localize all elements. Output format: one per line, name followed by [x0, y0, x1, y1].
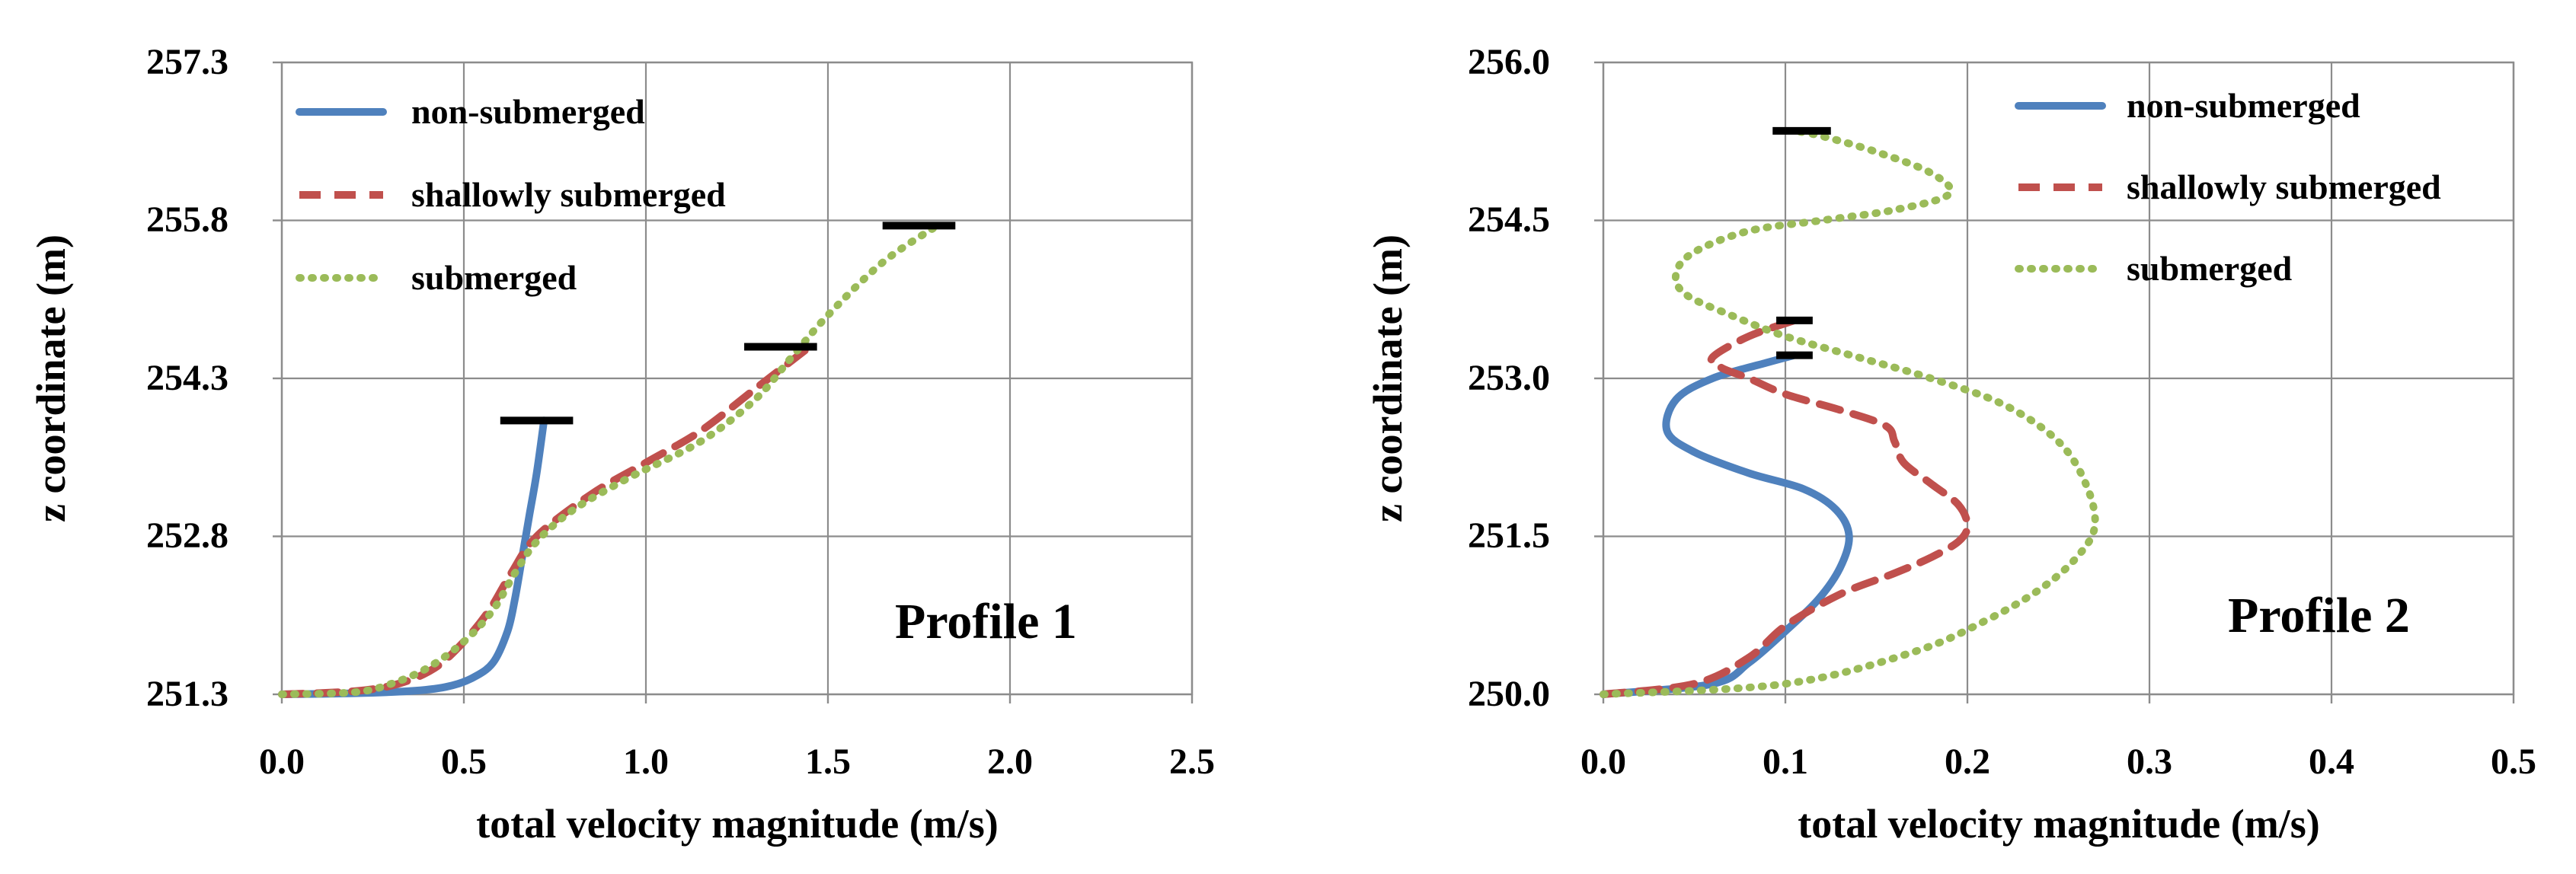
- left-xtick-label: 0.5: [441, 742, 487, 782]
- legend-label-submerged: submerged: [411, 258, 577, 297]
- right-series-line-submerged: [1600, 126, 2099, 698]
- right-ytick-label: 254.5: [1468, 199, 1550, 240]
- left-ytick-label: 252.8: [146, 515, 229, 556]
- right-profile-label: Profile 2: [2228, 588, 2410, 643]
- legend-label-non-submerged: non-submerged: [411, 92, 645, 131]
- left-legend: non-submerged shallowly submerged submer…: [296, 92, 726, 297]
- right-xtick-label: 0.2: [1945, 742, 1990, 782]
- left-xtick-label: 2.5: [1169, 742, 1215, 782]
- right-xtick-label: 0.3: [2127, 742, 2172, 782]
- left-series-line-submerged: [278, 222, 941, 698]
- left-ytick-label: 254.3: [146, 358, 229, 398]
- right-series-line-non-submerged: [1600, 351, 1853, 698]
- right-y-axis-title: z coordinate (m): [1365, 234, 1411, 522]
- left-ytick-label: 251.3: [146, 674, 229, 714]
- chart-left: 251.3 252.8 254.3 255.8 257.3 0.0 0.5 1.…: [28, 42, 1215, 847]
- left-ytick-label: 255.8: [146, 199, 229, 240]
- legend-label-shallowly-submerged: shallowly submerged: [2127, 167, 2441, 206]
- left-xtick-label: 0.0: [259, 742, 305, 782]
- left-y-axis-title: z coordinate (m): [28, 234, 74, 522]
- right-x-axis-title: total velocity magnitude (m/s): [1798, 801, 2319, 847]
- left-x-axis-title: total velocity magnitude (m/s): [476, 801, 998, 847]
- right-xtick-label: 0.4: [2309, 742, 2354, 782]
- right-tick-marks: [1594, 61, 2515, 703]
- right-series-line-shallowly-submerged: [1600, 316, 1971, 698]
- right-ytick-label: 256.0: [1468, 42, 1550, 82]
- left-ytick-label: 257.3: [146, 42, 229, 82]
- chart-right: 250.0 251.5 253.0 254.5 256.0 0.0 0.1 0.…: [1365, 42, 2536, 847]
- left-surface-markers: [500, 222, 956, 425]
- right-xtick-label: 0.5: [2491, 742, 2536, 782]
- legend-label-submerged: submerged: [2127, 249, 2293, 288]
- legend-label-non-submerged: non-submerged: [2127, 86, 2360, 125]
- right-ytick-label: 251.5: [1468, 515, 1550, 556]
- right-xtick-label: 0.1: [1763, 742, 1808, 782]
- left-profile-label: Profile 1: [895, 594, 1077, 649]
- left-xtick-label: 2.0: [987, 742, 1033, 782]
- left-series-line-non-submerged: [278, 416, 548, 698]
- right-ytick-label: 250.0: [1468, 674, 1550, 714]
- right-ytick-label: 253.0: [1468, 358, 1550, 398]
- right-series-group: [1600, 126, 2099, 698]
- left-xtick-label: 1.0: [623, 742, 669, 782]
- legend-label-shallowly-submerged: shallowly submerged: [411, 175, 726, 214]
- left-xtick-label: 1.5: [805, 742, 851, 782]
- left-series-group: [278, 222, 941, 698]
- right-xtick-label: 0.0: [1580, 742, 1626, 782]
- left-series-line-shallowly-submerged: [278, 343, 814, 698]
- right-surface-markers: [1772, 126, 1831, 359]
- right-legend: non-submerged shallowly submerged submer…: [2015, 86, 2441, 288]
